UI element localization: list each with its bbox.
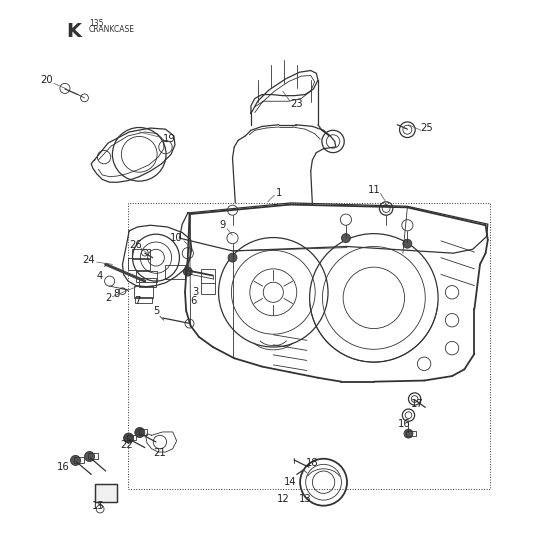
Text: 24: 24 [83, 255, 95, 265]
Text: K: K [67, 22, 82, 41]
Text: 19: 19 [163, 134, 176, 144]
Text: 7: 7 [134, 296, 141, 306]
Text: 26: 26 [129, 240, 142, 250]
Bar [128, 435, 136, 440]
Bar [200, 269, 214, 294]
Text: 10: 10 [170, 233, 183, 243]
Bar [406, 431, 416, 436]
Text: 13: 13 [299, 494, 311, 504]
Circle shape [124, 433, 134, 443]
Circle shape [85, 451, 95, 461]
Bar [139, 278, 156, 287]
Text: 135: 135 [89, 19, 104, 28]
Text: 1: 1 [276, 188, 282, 198]
Bar [74, 457, 85, 463]
Bar [128, 203, 490, 489]
Text: 23: 23 [291, 99, 303, 109]
Text: 6: 6 [190, 296, 197, 306]
Bar [95, 484, 117, 502]
Bar [132, 249, 150, 259]
Circle shape [403, 239, 412, 248]
Text: 16: 16 [398, 419, 410, 429]
Bar [88, 453, 99, 459]
Bar [139, 429, 147, 435]
Text: CRANKCASE: CRANKCASE [89, 25, 135, 34]
Bar [135, 297, 152, 304]
Circle shape [71, 455, 81, 465]
Text: 9: 9 [220, 220, 226, 230]
Circle shape [342, 234, 351, 242]
Text: 4: 4 [97, 270, 103, 281]
Text: 15: 15 [92, 501, 105, 511]
Circle shape [135, 427, 145, 437]
Text: 20: 20 [40, 75, 53, 85]
Text: 18: 18 [306, 458, 319, 468]
Text: 17: 17 [410, 399, 423, 409]
Text: 14: 14 [284, 477, 296, 487]
Text: 21: 21 [153, 448, 166, 458]
Bar [166, 265, 185, 279]
Text: 25: 25 [420, 123, 433, 133]
Bar [128, 258, 151, 270]
Bar [136, 271, 157, 282]
Text: 2: 2 [105, 293, 111, 303]
Circle shape [183, 267, 192, 276]
Bar [95, 484, 117, 502]
Circle shape [404, 429, 413, 438]
Circle shape [228, 253, 237, 262]
Text: 11: 11 [367, 184, 380, 194]
Text: 12: 12 [277, 494, 289, 504]
Text: 22: 22 [120, 440, 133, 450]
Text: 8: 8 [114, 289, 120, 299]
Text: 16: 16 [57, 462, 69, 472]
Text: 3: 3 [192, 287, 198, 297]
Text: 5: 5 [153, 306, 159, 316]
Bar [134, 286, 153, 298]
